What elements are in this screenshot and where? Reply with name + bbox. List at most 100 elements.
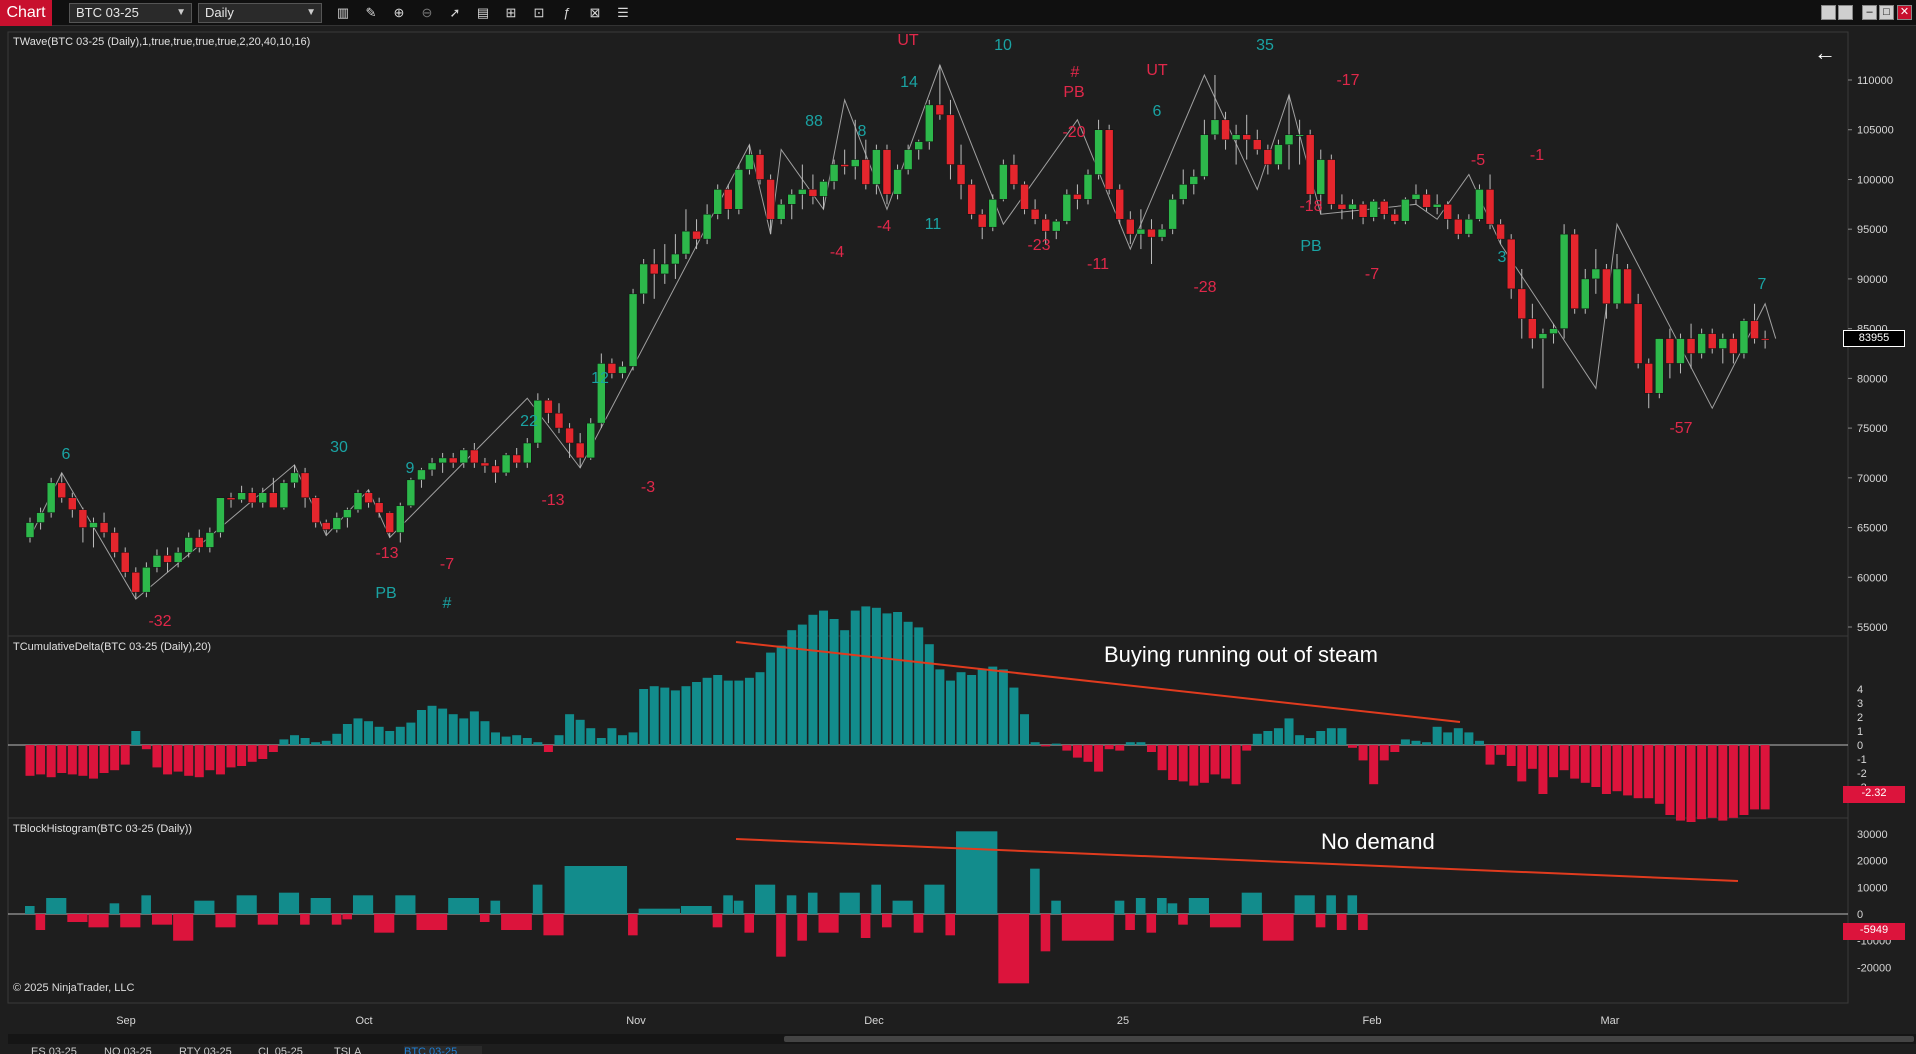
candle-body (205, 532, 215, 548)
block-bar (25, 906, 35, 914)
candle-body (1411, 194, 1421, 200)
data-box-icon[interactable]: ▤ (476, 5, 490, 20)
candle-body (1178, 184, 1188, 200)
wave-label: -7 (440, 556, 454, 573)
candle-body (1612, 268, 1622, 305)
wave-label: 3 (1498, 249, 1507, 266)
delta-trend-line (735, 641, 1461, 723)
maximize-icon[interactable]: □ (1879, 5, 1894, 20)
wave-polyline (29, 63, 1777, 600)
candle-body (1443, 204, 1452, 220)
wave-label: UT (1146, 62, 1168, 79)
delta-bar (1686, 745, 1696, 822)
delta-bar (850, 610, 860, 745)
indicators-icon[interactable]: ƒ (563, 5, 571, 20)
wave-label: -7 (1365, 266, 1379, 283)
tab-btc[interactable]: BTC 03-25 (404, 1046, 482, 1054)
strategies-icon[interactable]: ⊡ (533, 5, 545, 20)
candle-body (195, 537, 204, 548)
draw-pencil-icon[interactable]: ✎ (365, 5, 377, 20)
candle-body (173, 552, 183, 563)
block-bar (1030, 868, 1040, 914)
candle-body (385, 512, 394, 533)
delta-bar (78, 745, 88, 776)
candle-body (692, 230, 701, 240)
candle-body (755, 154, 765, 180)
delta-bar (110, 745, 120, 771)
delta-bar (1168, 745, 1178, 780)
block-bar (352, 895, 374, 914)
block-bar (1051, 900, 1061, 914)
axis-labels: 1100001050001000009500090000850008000075… (8, 75, 1916, 1044)
minimize-icon[interactable]: – (1862, 5, 1877, 20)
pointer-icon[interactable]: ➚ (449, 5, 461, 20)
candle-body (1009, 164, 1019, 185)
block-bar (797, 914, 807, 941)
candle-body (1210, 119, 1220, 135)
tab-nq[interactable]: NQ 03-25 (104, 1046, 152, 1054)
zoom-in-icon[interactable]: ⊕ (393, 5, 405, 20)
candle-body (46, 482, 56, 513)
properties-icon[interactable]: ⊠ (589, 5, 601, 20)
bar-chart-icon[interactable]: ▥ (336, 5, 350, 20)
delta-tick-label: -1 (1857, 754, 1867, 766)
block-bar (490, 900, 501, 914)
delta-bar (1157, 745, 1167, 771)
properties-icon[interactable]: ⊞ (505, 5, 517, 20)
wave-label: -5 (1471, 152, 1485, 169)
delta-bar (1094, 745, 1104, 772)
block-bar (1146, 914, 1157, 933)
trend-lines (735, 641, 1739, 882)
scrollbar-thumb (784, 1036, 1914, 1042)
period-selector[interactable]: Daily ▼ (198, 3, 322, 23)
tab-rty[interactable]: RTY 03-25 (179, 1046, 232, 1054)
restore-icon[interactable] (1821, 5, 1836, 20)
delta-bar (67, 745, 77, 775)
wave-label: PB (1300, 238, 1321, 255)
candle-body (1496, 223, 1505, 240)
instrument-selector[interactable]: BTC 03-25 ▼ (69, 3, 192, 23)
delta-bar (1718, 745, 1728, 821)
delta-bar (194, 745, 204, 778)
block-bar (1315, 914, 1326, 928)
candle-body (1464, 218, 1474, 235)
delta-bar (554, 735, 564, 745)
candle-body (1136, 228, 1146, 235)
candle-body (1686, 338, 1696, 354)
list-icon[interactable]: ☰ (617, 5, 629, 20)
wave-label: -13 (541, 492, 564, 509)
delta-annotation: Buying running out of steam (1104, 642, 1378, 667)
delta-bar (628, 732, 638, 745)
tab-cl[interactable]: CL 05-25 (258, 1046, 303, 1054)
chart-tab[interactable]: Chart (0, 0, 52, 26)
back-arrow-icon[interactable]: ← (1814, 40, 1836, 65)
candle-body (1094, 129, 1103, 175)
candle-body (819, 181, 828, 197)
tab-es[interactable]: ES 03-25 (31, 1046, 77, 1054)
candle-body (374, 502, 384, 513)
candle-body (988, 199, 998, 228)
delta-bar (25, 745, 35, 776)
candle-body (258, 492, 268, 503)
block-bar (120, 914, 141, 928)
candle-body (1390, 214, 1400, 222)
delta-bar (1612, 745, 1622, 792)
delta-bar (469, 711, 479, 745)
tile-icon[interactable] (1838, 5, 1853, 20)
candle-body (702, 214, 712, 240)
zoom-out-icon[interactable]: ⊖ (421, 5, 433, 20)
candle-body (544, 399, 553, 414)
candle-body (152, 555, 162, 568)
candle-body (1707, 333, 1717, 349)
delta-bar (1538, 745, 1548, 794)
delta-bar (744, 677, 754, 745)
delta-bar (1030, 742, 1040, 745)
block-tick-label: 20000 (1857, 856, 1888, 868)
close-icon[interactable]: ✕ (1897, 5, 1912, 20)
delta-bar (956, 672, 966, 745)
delta-bar (977, 669, 987, 745)
delta-bar (1728, 745, 1738, 818)
delta-bar (1390, 745, 1400, 752)
tab-tsla[interactable]: TSLA (334, 1046, 362, 1054)
